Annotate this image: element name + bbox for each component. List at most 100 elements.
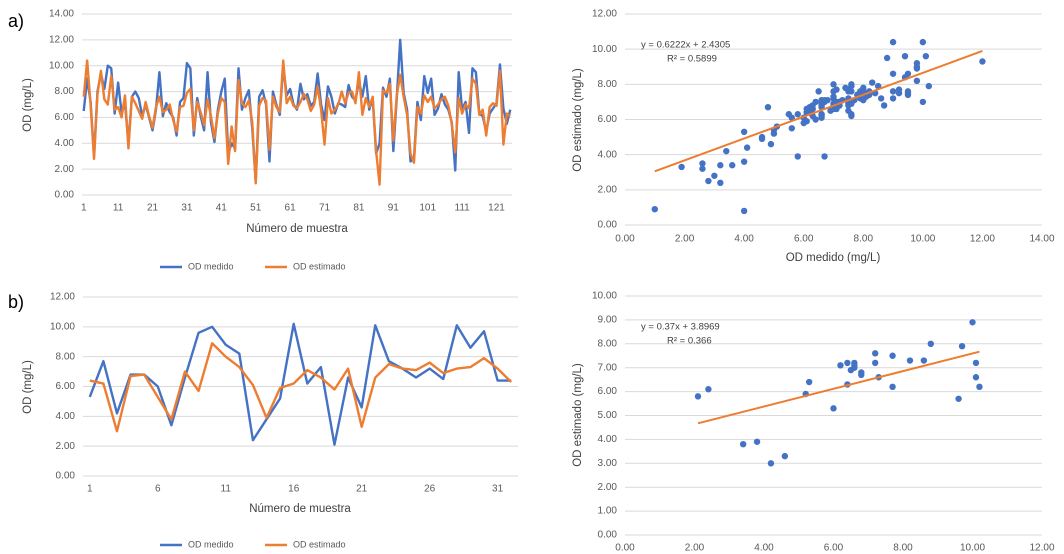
x-tick-label: 8.00 <box>893 543 913 554</box>
point <box>889 38 897 46</box>
point <box>906 357 914 364</box>
y-tick-label: 4.00 <box>598 434 618 445</box>
point <box>821 153 828 160</box>
y-tick-label: 10.00 <box>50 321 75 332</box>
point <box>699 160 706 167</box>
x-tick-label: 111 <box>455 203 471 214</box>
y-tick-label: 8.00 <box>598 79 618 90</box>
point <box>919 38 927 46</box>
point <box>805 378 813 386</box>
point <box>815 88 822 95</box>
x-tick-label: 8.00 <box>854 234 874 245</box>
point <box>958 342 966 350</box>
point <box>889 70 897 77</box>
point <box>837 362 844 369</box>
x-axis-title: Número de muestra <box>246 223 348 235</box>
point <box>955 395 962 402</box>
trendline-r2: R² = 0.5899 <box>667 54 717 65</box>
x-tick-label: 16 <box>288 484 300 495</box>
point <box>830 88 837 95</box>
x-tick-label: 11 <box>113 203 124 214</box>
x-tick-label: 4.00 <box>734 234 754 245</box>
point <box>794 111 801 118</box>
legend-label: OD estimado <box>293 261 346 271</box>
y-tick-label: 0.00 <box>56 471 76 482</box>
point <box>904 89 912 97</box>
trendline-equation: y = 0.37x + 3.8969 <box>641 322 720 333</box>
point <box>830 105 837 113</box>
y-tick-label: 14.00 <box>49 9 74 20</box>
x-tick-label: 26 <box>424 484 436 495</box>
point <box>883 54 891 62</box>
y-tick-label: 9.00 <box>598 315 618 326</box>
point <box>869 79 876 86</box>
point <box>809 102 816 109</box>
series-line <box>89 342 513 433</box>
point <box>872 350 879 357</box>
x-tick-label: 10.00 <box>910 234 935 245</box>
y-tick-label: 12.00 <box>50 292 75 303</box>
x-tick-label: 4.00 <box>754 543 774 554</box>
y-tick-label: 10.00 <box>592 291 617 302</box>
y-tick-label: 10.00 <box>592 44 617 55</box>
trendline-r2: R² = 0.366 <box>667 336 712 347</box>
point <box>694 393 702 400</box>
y-tick-label: 2.00 <box>56 441 76 452</box>
point <box>913 77 921 85</box>
point <box>889 88 897 95</box>
point <box>785 111 793 118</box>
y-tick-label: 4.00 <box>598 149 618 160</box>
point <box>651 205 658 213</box>
y-tick-label: 0.00 <box>598 530 618 541</box>
x-tick-label: 121 <box>488 203 505 214</box>
legend-label: OD estimado <box>293 539 346 549</box>
x-tick-label: 2.00 <box>675 234 695 245</box>
x-tick-label: 6.00 <box>824 543 844 554</box>
point <box>678 163 685 171</box>
y-axis-title: OD (mg/L) <box>22 78 34 132</box>
point <box>758 133 766 141</box>
point <box>740 158 748 165</box>
trendline-equation: y = 0.6222x + 2.4305 <box>641 40 730 51</box>
x-tick-label: 41 <box>216 203 228 214</box>
x-tick-label: 10.00 <box>960 543 985 554</box>
x-tick-label: 12.00 <box>1029 543 1054 554</box>
series-line <box>88 322 512 446</box>
point <box>919 98 927 106</box>
y-tick-label: 2.00 <box>598 482 618 493</box>
series-line <box>82 59 512 186</box>
x-tick-label: 1 <box>87 484 93 495</box>
panel-label: b) <box>8 292 24 312</box>
x-tick-label: 6 <box>155 484 161 495</box>
x-tick-label: 11 <box>221 484 232 495</box>
y-tick-label: 12.00 <box>592 9 617 20</box>
point <box>767 460 775 467</box>
y-tick-label: 7.00 <box>598 362 618 373</box>
point <box>788 125 795 132</box>
point <box>794 153 801 160</box>
x-tick-label: 1 <box>81 203 87 214</box>
y-tick-label: 8.00 <box>598 338 618 349</box>
y-axis-title: OD (mg/L) <box>22 360 34 414</box>
point <box>705 177 712 185</box>
point <box>872 359 879 367</box>
point <box>969 319 976 326</box>
y-tick-label: 0.00 <box>55 190 75 201</box>
point <box>705 386 712 393</box>
x-tick-label: 51 <box>250 203 262 214</box>
point <box>880 102 888 109</box>
y-tick-label: 6.00 <box>598 386 618 397</box>
y-axis-title: OD estimado (mg/L) <box>572 363 584 467</box>
x-tick-label: 81 <box>353 203 365 214</box>
point <box>972 374 980 381</box>
x-tick-label: 0.00 <box>615 543 635 554</box>
y-tick-label: 2.00 <box>598 184 618 195</box>
y-tick-label: 5.00 <box>598 410 618 421</box>
point <box>927 340 934 347</box>
point <box>711 172 718 179</box>
x-tick-label: 31 <box>181 203 193 214</box>
point <box>847 366 855 374</box>
point <box>753 438 761 445</box>
